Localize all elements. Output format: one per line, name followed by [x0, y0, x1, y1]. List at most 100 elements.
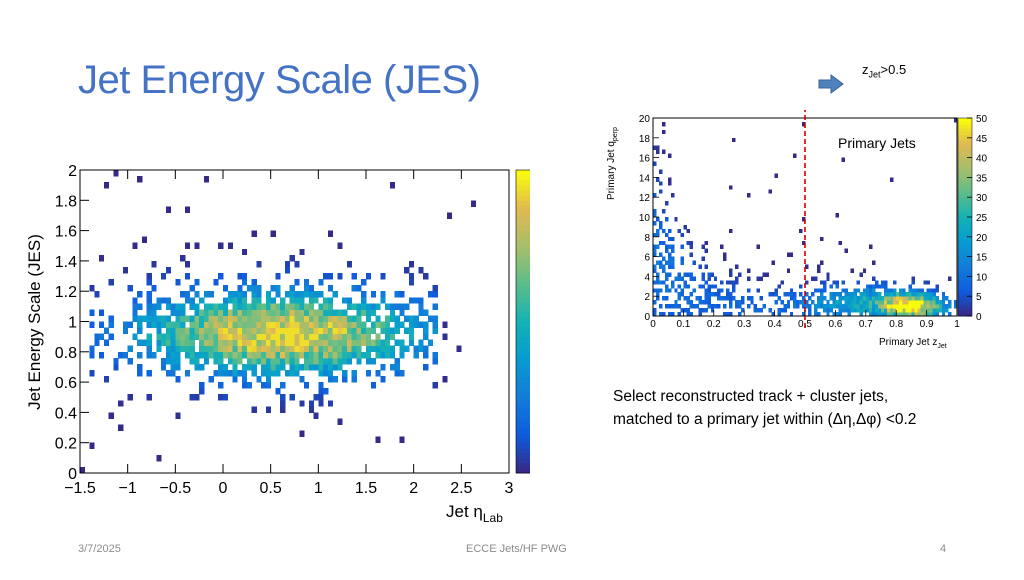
jes-heatmap-cell	[203, 315, 210, 322]
qperp-palette-tick-label: 30	[976, 193, 988, 204]
qperp-heatmap-cell	[853, 304, 858, 309]
qperp-heatmap-cell	[756, 308, 760, 313]
jes-heatmap-cell	[408, 321, 415, 328]
jes-x-tick-label: 1	[314, 480, 323, 497]
qperp-heatmap-cell	[947, 300, 952, 305]
qperp-heatmap-cell	[762, 304, 766, 309]
jes-heatmap-cell	[318, 279, 324, 286]
jes-heatmap-cell	[337, 273, 343, 280]
jes-heatmap-cell	[227, 345, 233, 353]
qperp-heatmap-cell	[817, 300, 821, 305]
qperp-heatmap-cell	[865, 288, 870, 293]
qperp-heatmap-cell	[665, 276, 669, 281]
jes-heatmap-cell	[223, 394, 229, 401]
jes-heatmap-cell	[342, 351, 348, 359]
qperp-heatmap-cell	[735, 264, 739, 269]
jes-heatmap-cell	[366, 315, 372, 322]
qperp-heatmap-cell	[899, 292, 903, 297]
qperp-heatmap-cell	[850, 268, 855, 273]
jes-heatmap-cell	[165, 333, 171, 341]
jes-heatmap-cell	[318, 303, 324, 310]
qperp-heatmap-cell	[771, 292, 775, 297]
jes-heatmap-cell	[337, 351, 343, 359]
jes-heatmap-cell	[313, 291, 319, 298]
qperp-heatmap-cell	[941, 296, 946, 301]
qperp-heatmap-cell	[692, 304, 696, 309]
qperp-heatmap-cell	[662, 228, 666, 234]
jes-heatmap-cell	[313, 321, 319, 328]
jes-heatmap-cell	[327, 285, 334, 292]
jes-heatmap-cell	[408, 315, 415, 322]
jes-heatmap-cell	[389, 309, 395, 316]
jes-heatmap-cell	[151, 351, 157, 359]
jes-heatmap-cell	[151, 321, 157, 328]
jes-heatmap-cell	[242, 351, 248, 359]
qperp-heatmap-cell	[893, 292, 897, 297]
qperp-heatmap-cell	[865, 292, 870, 297]
qperp-heatmap-cell	[826, 276, 830, 281]
jes-heatmap-cell	[323, 303, 329, 310]
qperp-heatmap-cell	[890, 308, 894, 313]
jes-heatmap-cell	[380, 321, 386, 328]
jes-heatmap-cell	[103, 339, 109, 347]
qperp-palette-band	[958, 259, 972, 264]
qperp-heatmap-cell	[662, 240, 666, 246]
jes-heatmap-cell	[456, 345, 462, 353]
jes-heatmap-cell	[289, 363, 295, 371]
qperp-heatmap-cell	[829, 284, 833, 289]
jes-heatmap-cell	[337, 345, 343, 353]
jes-heatmap-cell	[404, 315, 410, 322]
qperp-heatmap-cell	[665, 248, 669, 254]
qperp-heatmap-cell	[938, 300, 943, 305]
jes-palette-band	[516, 281, 530, 287]
jes-heatmap-cell	[237, 309, 243, 316]
qperp-palette-band	[958, 233, 972, 238]
qperp-heatmap-cell	[914, 308, 918, 313]
jes-heatmap-cell	[199, 309, 205, 316]
jes-heatmap-cell	[132, 333, 138, 341]
qperp-heatmap-cell	[659, 224, 663, 230]
qperp-heatmap-cell	[671, 256, 675, 261]
jes-heatmap-cell	[246, 285, 252, 292]
jes-heatmap-cell	[189, 351, 195, 359]
jes-heatmap-cell	[184, 345, 191, 353]
qperp-y-tick-label: 16	[639, 154, 651, 165]
jes-heatmap-cell	[351, 351, 357, 359]
jes-heatmap-cell	[294, 351, 300, 359]
qperp-heatmap-cell	[884, 300, 888, 305]
jes-heatmap-cell	[308, 406, 314, 413]
qperp-heatmap-cell	[662, 268, 666, 273]
jes-heatmap-cell	[304, 345, 310, 353]
jes-heatmap-cell	[394, 339, 400, 347]
qperp-heatmap-cell	[683, 296, 687, 301]
qperp-heatmap-cell	[908, 292, 912, 297]
qperp-heatmap-cell	[716, 304, 721, 309]
jes-heatmap-cell	[213, 369, 219, 377]
qperp-heatmap-cell	[656, 177, 660, 182]
jes-heatmap-cell	[175, 303, 181, 310]
qperp-heatmap-cell	[707, 276, 712, 281]
jes-heatmap-cell	[242, 363, 248, 371]
jes-palette-band	[516, 351, 530, 358]
jes-heatmap-cell	[332, 357, 338, 365]
jes-heatmap-cell	[203, 345, 210, 353]
jes-heatmap-cell	[294, 297, 300, 304]
jes-heatmap-cell	[318, 321, 324, 328]
qperp-heatmap-cell	[920, 288, 924, 293]
qperp-heatmap-cell	[659, 169, 663, 174]
qperp-heatmap-cell	[817, 264, 821, 269]
qperp-heatmap-cell	[865, 308, 870, 313]
qperp-heatmap-cell	[774, 300, 779, 305]
qperp-heatmap-cell	[665, 217, 669, 222]
qperp-palette-band	[958, 273, 972, 277]
jes-heatmap-cell	[304, 351, 310, 359]
jes-vs-eta-chart: −1.5 −1 −0.5 0 0.5 1 1.5 2 2.5 3 00.20.40.60.811.…	[25, 163, 530, 525]
jes-heatmap-cell	[189, 394, 195, 401]
jes-heatmap-cell	[265, 406, 272, 413]
jes-heatmap-cell	[308, 333, 314, 341]
jes-heatmap-cell	[237, 357, 243, 365]
jes-heatmap-cell	[418, 266, 424, 274]
jes-heatmap-cell	[194, 315, 200, 322]
qperp-heatmap-cell	[747, 288, 751, 293]
jes-heatmap-cell	[323, 388, 329, 395]
